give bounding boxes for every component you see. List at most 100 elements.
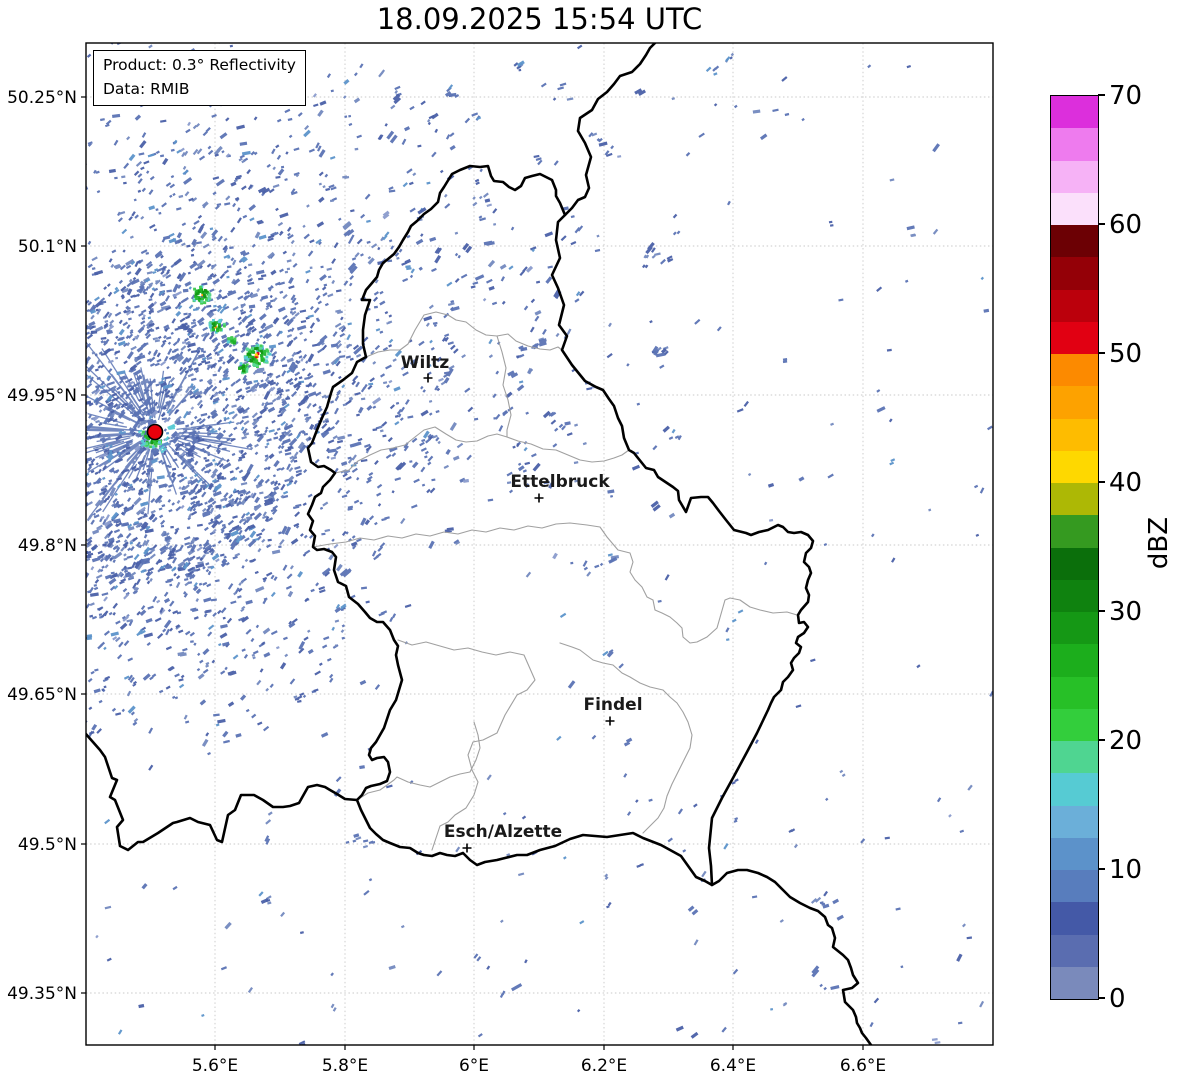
storm-cell-pixel — [242, 366, 246, 370]
district-border — [559, 642, 693, 834]
storm-cell-pixel — [259, 344, 263, 348]
colorbar-tick-mark — [1098, 94, 1105, 96]
country-border — [710, 868, 873, 1045]
echo-speckles — [86, 43, 993, 1038]
storm-cell-pixel — [197, 296, 201, 299]
storm-cell-pixel — [201, 290, 205, 294]
storm-cell-pixel — [212, 328, 215, 332]
country-border — [563, 43, 657, 217]
storm-cell-pixel — [193, 298, 197, 302]
storm-cell-pixel — [242, 365, 245, 368]
figure-title: 18.09.2025 15:54 UTC — [376, 2, 703, 36]
lat-tick-label: 50.1°N — [18, 237, 77, 257]
storm-cell-pixel — [203, 295, 207, 299]
storm-cell-pixel — [154, 444, 158, 448]
city-label: Wiltz — [401, 353, 450, 373]
storm-cell-pixel — [193, 287, 196, 291]
colorbar-band — [1051, 515, 1098, 548]
storm-cell-pixel — [210, 328, 214, 332]
storm-cell-pixel — [259, 346, 262, 350]
storm-cell-pixel — [200, 300, 204, 303]
storm-cell-pixel — [263, 360, 266, 364]
storm-cell-pixel — [205, 291, 209, 294]
colorbar-band — [1051, 192, 1098, 225]
lon-tick-label: 6.2°E — [581, 1056, 627, 1076]
storm-cell-pixel — [144, 444, 147, 447]
lon-tick-label: 6°E — [459, 1056, 489, 1076]
storm-cell-pixel — [246, 348, 250, 352]
colorbar-band — [1051, 966, 1098, 999]
storm-cell-pixel — [257, 362, 261, 366]
colorbar-band — [1051, 805, 1098, 838]
storm-cell-pixel — [242, 369, 246, 373]
colorbar-band — [1051, 934, 1098, 967]
storm-cell-pixel — [264, 359, 268, 363]
storm-cell-pixel — [217, 320, 221, 323]
storm-cell-pixel — [265, 355, 269, 359]
colorbar-band — [1051, 837, 1098, 870]
city-marker — [605, 716, 615, 726]
colorbar-band — [1051, 321, 1098, 354]
storm-cell-pixel — [216, 329, 219, 333]
colorbar-band — [1051, 547, 1098, 580]
colorbar-tick-mark — [1098, 997, 1105, 999]
storm-cell-pixel — [248, 353, 252, 356]
storm-cell-pixel — [142, 430, 145, 434]
storm-cell-pixel — [150, 440, 154, 443]
city-marker — [462, 843, 472, 853]
echo-speckles — [86, 60, 525, 714]
storm-cell-pixel — [248, 350, 252, 354]
storm-cell-pixel — [251, 350, 255, 353]
storm-cell-pixel — [199, 285, 202, 289]
storm-cell-pixel — [203, 293, 206, 297]
storm-cell-pixel — [206, 292, 210, 296]
district-border — [496, 335, 512, 438]
city-marker — [423, 373, 433, 383]
storm-cell-pixel — [149, 445, 153, 449]
storm-cell-pixel — [198, 299, 202, 303]
colorbar-tick-label: 10 — [1109, 855, 1143, 885]
lon-tick-label: 6.4°E — [710, 1056, 756, 1076]
lat-tick-label: 49.95°N — [7, 386, 77, 406]
country-border — [86, 732, 359, 852]
colorbar-band — [1051, 870, 1098, 903]
storm-cell-pixel — [254, 347, 257, 351]
storm-cell-pixel — [222, 324, 226, 328]
colorbar-band — [1051, 676, 1098, 709]
storm-cell-pixel — [208, 325, 212, 329]
storm-cell-pixel — [260, 358, 264, 362]
storm-cell-pixel — [255, 361, 258, 365]
lat-tick-label: 49.65°N — [7, 685, 77, 705]
storm-cell-pixel — [195, 297, 198, 300]
colorbar-tick-mark — [1098, 868, 1105, 870]
lon-tick-label: 5.6°E — [192, 1056, 238, 1076]
colorbar-band — [1051, 708, 1098, 741]
storm-cell-pixel — [233, 340, 237, 344]
storm-cell-pixel — [201, 293, 205, 297]
storm-cell-pixel — [209, 320, 213, 324]
storm-cell-pixel — [212, 319, 215, 322]
colorbar-tick-mark — [1098, 739, 1105, 741]
storm-cell-pixel — [246, 358, 250, 362]
city-label: Esch/Alzette — [444, 822, 562, 842]
colorbar-tick-mark — [1098, 223, 1105, 225]
echo-speckles — [86, 44, 985, 1012]
radar-site-marker — [146, 423, 164, 441]
storm-cell-pixel — [254, 355, 258, 359]
echo-speckles — [86, 88, 963, 1039]
colorbar — [1050, 95, 1099, 1000]
colorbar-band — [1051, 483, 1098, 516]
storm-cell-pixel — [141, 439, 145, 443]
district-border — [312, 522, 798, 644]
storm-cell-pixel — [216, 327, 219, 331]
colorbar-band — [1051, 418, 1098, 451]
echo-speckles — [86, 44, 980, 1045]
colorbar-tick-label: 20 — [1109, 726, 1143, 756]
city-marker — [534, 493, 544, 503]
colorbar-tick-mark — [1098, 610, 1105, 612]
lon-tick-label: 6.6°E — [840, 1056, 886, 1076]
storm-cell-pixel — [199, 288, 203, 292]
colorbar-band — [1051, 644, 1098, 677]
echo-speckles — [167, 423, 176, 430]
